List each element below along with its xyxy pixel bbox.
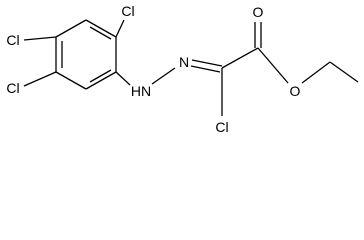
bonds [23,19,359,116]
molecule: Cl Cl Cl HN N Cl O O [6,3,359,135]
atom-label: O [290,83,301,99]
atom-label: O [253,4,264,20]
bond [115,19,125,38]
bond [85,19,117,38]
bond-inner [89,26,112,40]
bond [257,47,289,84]
bond [329,61,359,83]
bond-inner [89,69,112,83]
bond [23,71,57,87]
bond [151,67,176,85]
atom-label: Cl [6,80,19,96]
atom-label: Cl [121,3,134,19]
atom-label: HN [131,83,151,99]
bond [301,61,331,84]
bond [85,71,117,90]
bond [221,47,259,69]
atom-label: Cl [215,119,228,135]
bond [23,36,57,41]
bond-double [191,59,223,67]
atom-label: Cl [6,32,19,48]
bond [55,71,87,90]
bond [115,71,131,86]
atom-label: N [179,54,189,70]
bond-double [190,65,221,73]
bond [55,19,87,38]
